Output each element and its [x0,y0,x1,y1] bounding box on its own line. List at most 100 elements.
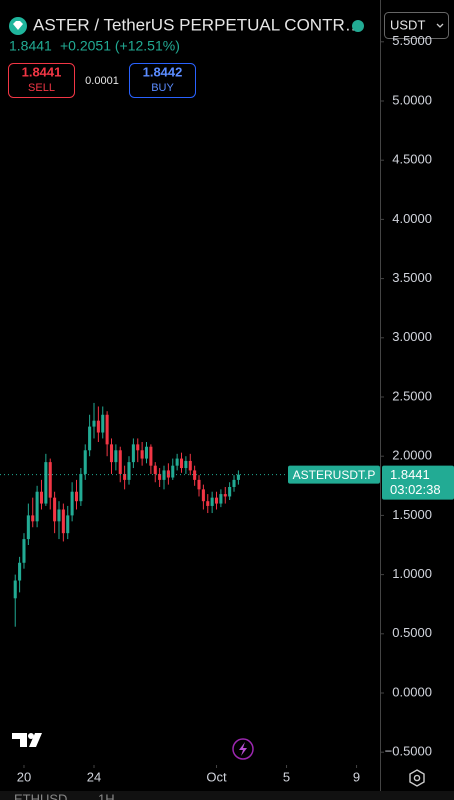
candle-body [219,494,223,504]
x-tick-label: 24 [87,769,101,784]
candle-body [114,450,118,463]
header: ASTER / TetherUS PERPETUAL CONTR… USDT 1… [8,12,449,98]
candle-body [57,509,61,522]
candle-body [144,446,149,459]
candle-body [127,462,131,480]
candle-body [109,444,114,463]
candle-body [140,450,144,459]
candle-body [35,491,39,522]
candle-body [48,462,52,498]
status-dot [352,20,364,32]
candle-body [136,444,140,451]
footer-symbol[interactable]: ETHUSD [14,791,67,800]
y-tick-label: 4.0000 [392,211,432,226]
price-change: +0.2051 (+12.51%) [60,38,180,54]
candle-body [210,497,214,506]
candle-body [232,479,236,487]
x-tick-label: 20 [17,769,31,784]
y-tick-label: 5.5000 [392,33,432,48]
y-tick-label: 4.5000 [392,152,432,167]
candle-body [149,446,153,466]
y-tick-label: 5.0000 [392,92,432,107]
footer-interval[interactable]: 1H [98,791,115,800]
settings-icon [409,769,425,787]
countdown-label: 03:02:38 [390,482,441,497]
candle-body [70,491,74,516]
candle-body [131,444,135,463]
candle-body [123,473,127,480]
candle-body [223,494,227,497]
candle-body [166,470,170,478]
candle-body [214,497,219,504]
logo-part [29,733,42,747]
price-tag-label: 1.8441 [390,467,430,482]
lightning-icon [239,742,247,756]
candle-body [88,426,92,451]
candle-body [193,470,197,480]
candle-body [184,460,188,469]
y-tick-label: 2.0000 [392,448,432,463]
candle-body [61,509,65,534]
y-tick-label: 0.5000 [392,625,432,640]
y-tick-label: 3.0000 [392,329,432,344]
candle-body [26,515,30,540]
candle-body [74,491,79,502]
bottom-bar [0,791,454,800]
logo-part [28,733,34,739]
y-tick-label: 3.5000 [392,270,432,285]
settings-button[interactable] [409,769,425,787]
candle-body [44,462,48,504]
buy-button[interactable] [129,63,196,98]
y-tick-label: 2.5000 [392,388,432,403]
candle-body [118,450,122,474]
candle-body [79,473,83,502]
candle-body [153,465,157,474]
price-tag [382,465,454,500]
x-tick-label: 5 [283,769,290,784]
candle-body [31,515,35,522]
tv-logo [12,733,42,747]
candle-body [101,414,105,433]
buy-label: BUY [151,82,174,94]
candle-body [105,414,109,445]
y-tick-label: −0.5000 [385,744,432,759]
sell-label: SELL [28,82,55,94]
symbol-tag-label: ASTERUSDT.P [293,468,376,482]
x-tick-label: Oct [206,769,227,784]
last-price: 1.8441 [9,38,52,54]
candle-body [175,458,179,466]
candle-body [39,491,44,504]
candle-body [171,465,175,478]
currency-dropdown[interactable] [384,12,449,39]
sell-button[interactable] [8,63,75,98]
candle-body [197,479,201,490]
plot-area: 5.5000 5.0000 4.5000 4.0000 3.5000 3.0000 2.50… [0,33,454,784]
candle-body [179,458,184,469]
currency-label: USDT [390,17,425,32]
candle-body [158,473,162,480]
candle-body [96,420,100,433]
candle-body [206,501,210,506]
candle-body [188,460,192,471]
symbol-tag [288,465,380,484]
sell-price: 1.8441 [22,64,62,79]
y-tick-label: 0.0000 [392,684,432,699]
symbol-title[interactable]: ASTER / TetherUS PERPETUAL CONTR… [33,15,362,34]
candle-body [201,489,205,502]
logo-part [12,733,27,747]
y-tick-label: 1.5000 [392,507,432,522]
lightning-button[interactable] [232,738,254,760]
x-tick-label: 9 [353,769,360,784]
candle-body [92,420,96,427]
y-tick-label: 1.0000 [392,566,432,581]
spread: 0.0001 [85,75,119,87]
candle-body [13,580,17,599]
candle-body [18,562,22,581]
settings-icon-center [413,774,421,782]
candle-body [83,450,87,474]
candle-body [53,497,57,522]
buy-price: 1.8442 [143,64,183,79]
candle-body [228,486,232,497]
